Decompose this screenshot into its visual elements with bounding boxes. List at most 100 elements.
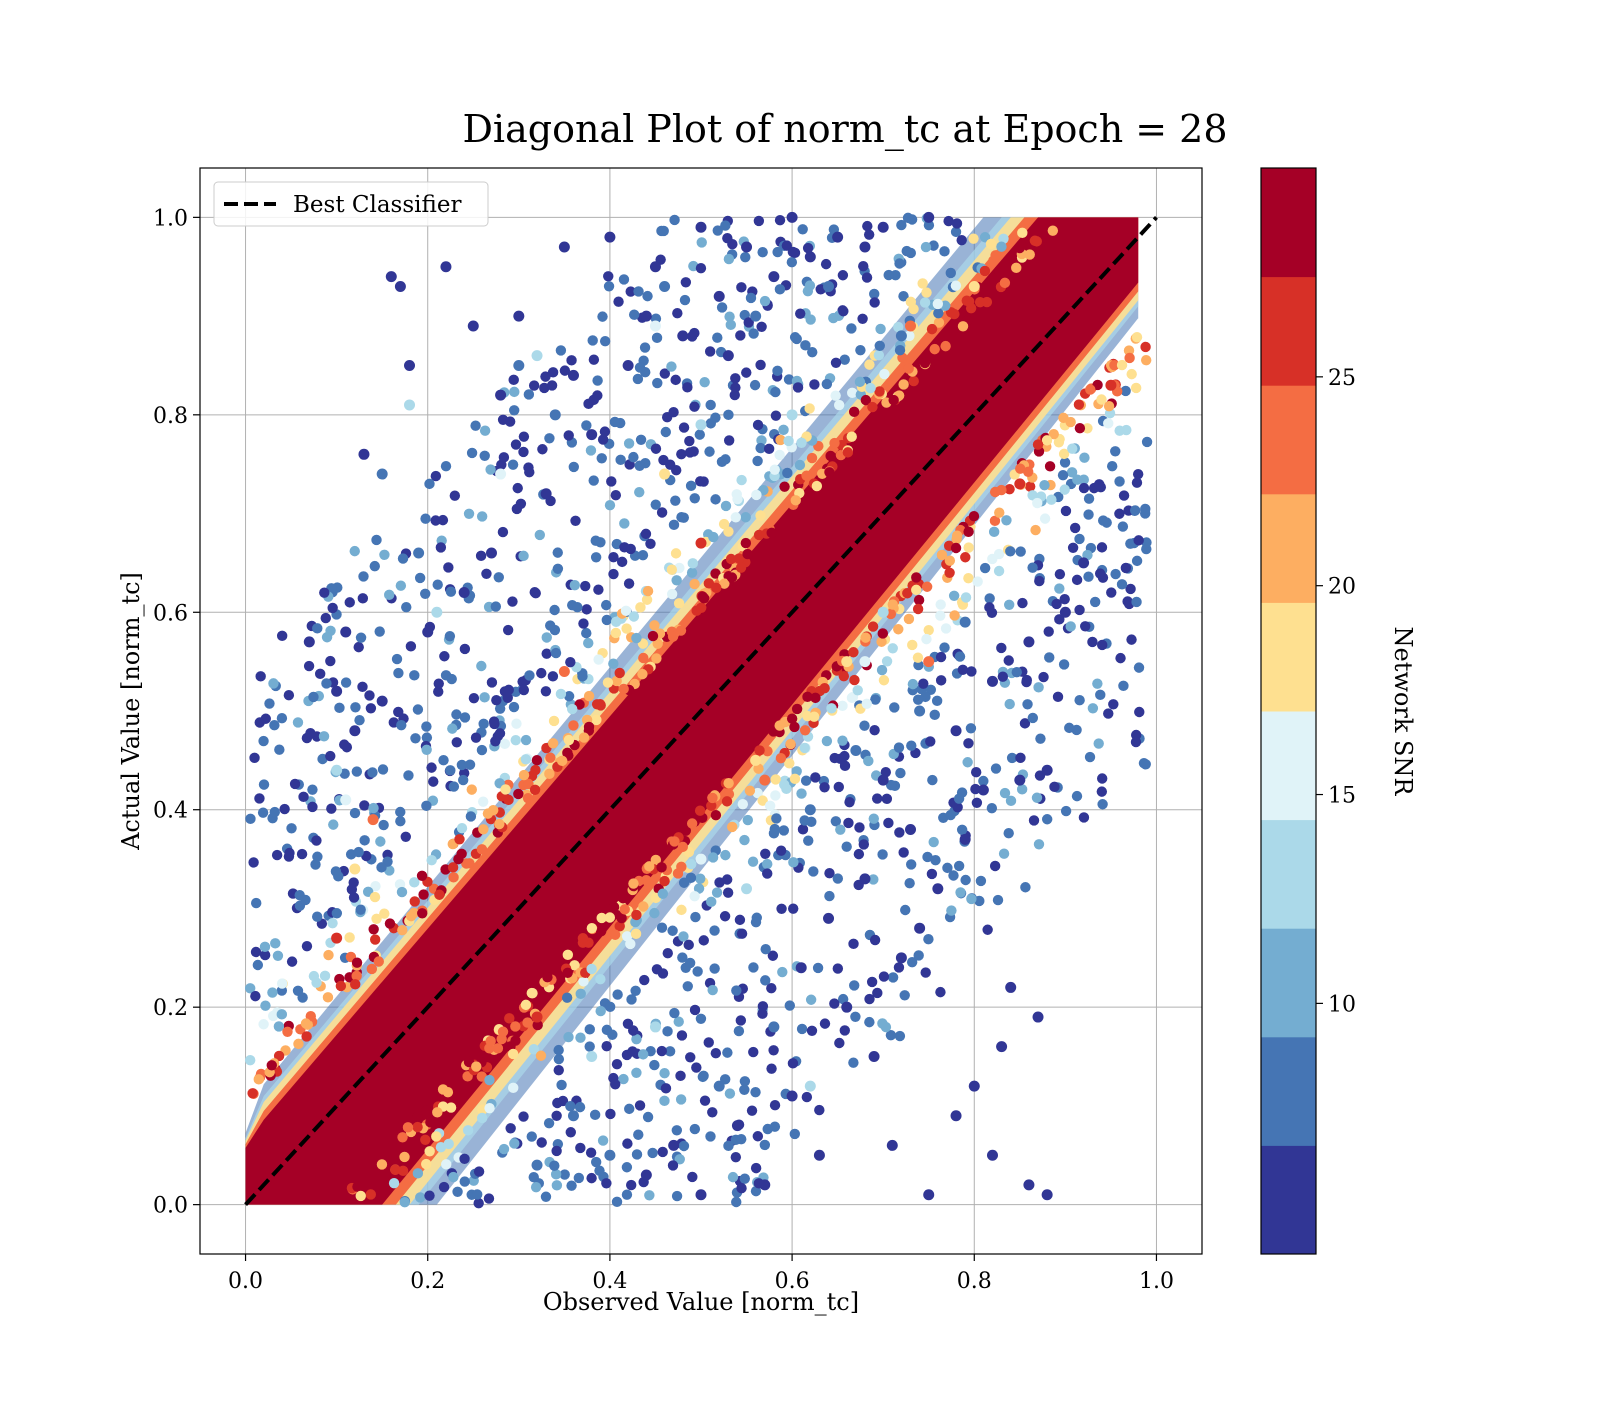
scatter-point: [719, 578, 730, 589]
scatter-point: [540, 686, 552, 697]
scatter-point: [921, 633, 932, 645]
scatter-point: [1057, 469, 1069, 481]
scatter-point: [689, 578, 700, 590]
scatter-point: [834, 1037, 845, 1049]
scatter-point: [979, 265, 991, 277]
scatter-point: [370, 880, 381, 892]
scatter-point: [523, 778, 534, 790]
scatter-point: [1004, 483, 1015, 495]
scatter-point: [568, 461, 580, 473]
scatter-point: [766, 1063, 777, 1074]
scatter-point: [772, 365, 783, 377]
scatter-point: [1014, 774, 1026, 786]
scatter-point: [722, 232, 733, 244]
x-axis-ticks: 0.0 0.2 0.4 0.6 0.8 1.0: [228, 1254, 1174, 1294]
scatter-point: [308, 691, 319, 703]
scatter-point: [797, 224, 808, 235]
scatter-point: [1078, 557, 1090, 569]
scatter-point: [1015, 752, 1026, 764]
scatter-point: [820, 258, 832, 270]
scatter-point: [676, 861, 687, 873]
scatter-point: [832, 873, 844, 884]
scatter-point: [431, 1131, 442, 1142]
scatter-point: [753, 215, 765, 227]
scatter-point: [1053, 437, 1065, 448]
scatter-point: [686, 818, 698, 829]
scatter-point: [513, 788, 524, 800]
scatter-point: [426, 855, 437, 866]
scatter-point: [804, 251, 816, 263]
scatter-point: [523, 462, 534, 473]
scatter-point: [1083, 509, 1094, 520]
scatter-point: [642, 585, 654, 597]
scatter-point: [1106, 461, 1118, 472]
scatter-point: [605, 1108, 616, 1120]
scatter-point: [379, 908, 390, 919]
scatter-point: [1118, 680, 1129, 692]
scatter-point: [677, 841, 688, 853]
scatter-point: [682, 981, 693, 992]
scatter-point: [736, 928, 748, 939]
scatter-point: [903, 363, 914, 374]
scatter-point: [1032, 1011, 1044, 1023]
scatter-point: [1016, 784, 1028, 795]
scatter-point: [864, 359, 875, 370]
scatter-point: [355, 1190, 366, 1202]
scatter-point: [276, 978, 288, 989]
scatter-point: [810, 772, 821, 783]
scatter-point: [489, 718, 500, 730]
scatter-point: [428, 776, 439, 787]
scatter-point: [984, 602, 995, 613]
scatter-point: [518, 431, 530, 442]
scatter-point: [893, 742, 905, 753]
scatter-point: [872, 987, 883, 999]
scatter-point: [1065, 621, 1076, 632]
scatter-point: [919, 357, 931, 369]
scatter-point: [1044, 652, 1055, 663]
scatter-point: [1097, 639, 1108, 651]
scatter-point: [914, 705, 926, 717]
scatter-point: [666, 588, 678, 600]
scatter-point: [848, 1057, 859, 1068]
scatter-point: [264, 698, 275, 709]
scatter-point: [1097, 799, 1108, 810]
scatter-point: [1074, 423, 1086, 434]
scatter-point: [649, 1021, 661, 1033]
scatter-point: [1132, 468, 1144, 480]
scatter-point: [650, 443, 662, 454]
scatter-point: [795, 308, 806, 319]
scatter-point: [812, 962, 824, 974]
scatter-point: [810, 692, 821, 704]
legend: Best Classifier: [213, 181, 489, 227]
scatter-point: [599, 335, 611, 347]
scatter-point: [720, 500, 732, 512]
scatter-point: [865, 382, 876, 394]
scatter-point: [640, 310, 652, 322]
scatter-point: [953, 860, 965, 872]
scatter-point: [705, 1131, 716, 1142]
scatter-point: [787, 246, 799, 258]
scatter-point: [1015, 463, 1026, 474]
scatter-point: [784, 758, 795, 769]
scatter-point: [1133, 535, 1144, 546]
scatter-point: [273, 1021, 285, 1032]
scatter-point: [468, 692, 480, 704]
scatter-point: [1019, 718, 1031, 729]
scatter-point: [540, 1191, 552, 1202]
scatter-point: [535, 1050, 547, 1061]
scatter-point: [445, 586, 457, 597]
scatter-point: [920, 691, 931, 703]
scatter-point: [510, 1035, 521, 1046]
colorbar: [1261, 168, 1316, 1255]
scatter-point: [723, 409, 734, 421]
scatter-point: [1023, 1179, 1035, 1191]
scatter-point: [631, 1149, 643, 1160]
scatter-point: [651, 964, 663, 975]
scatter-point: [905, 823, 917, 835]
scatter-point: [691, 1062, 702, 1073]
scatter-point: [590, 535, 601, 546]
scatter-point: [1074, 533, 1085, 545]
scatter-point: [875, 323, 886, 335]
scatter-point: [790, 495, 801, 506]
scatter-point: [1095, 689, 1106, 701]
